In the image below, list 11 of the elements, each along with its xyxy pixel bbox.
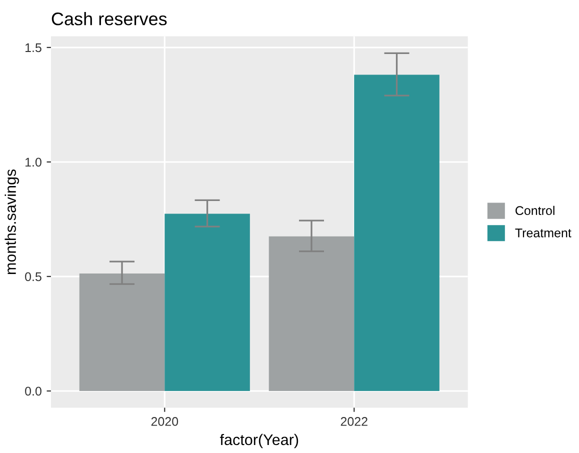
legend-label: Control — [516, 206, 554, 216]
y-tick-label: 0.0 — [25, 386, 42, 396]
y-tick-label: 1.5 — [26, 43, 42, 52]
y-tick-label: 1.0 — [26, 158, 42, 167]
y-axis-title: months.savings — [4, 169, 19, 274]
y-tick-label: 0.5 — [25, 272, 42, 282]
legend-label: Treatment — [515, 228, 572, 238]
x-tick-label: 2020 — [151, 417, 178, 426]
chart-title: Cash reserves — [52, 12, 167, 26]
x-axis-title: factor(Year) — [220, 434, 298, 448]
x-tick-label: 2022 — [340, 417, 368, 426]
